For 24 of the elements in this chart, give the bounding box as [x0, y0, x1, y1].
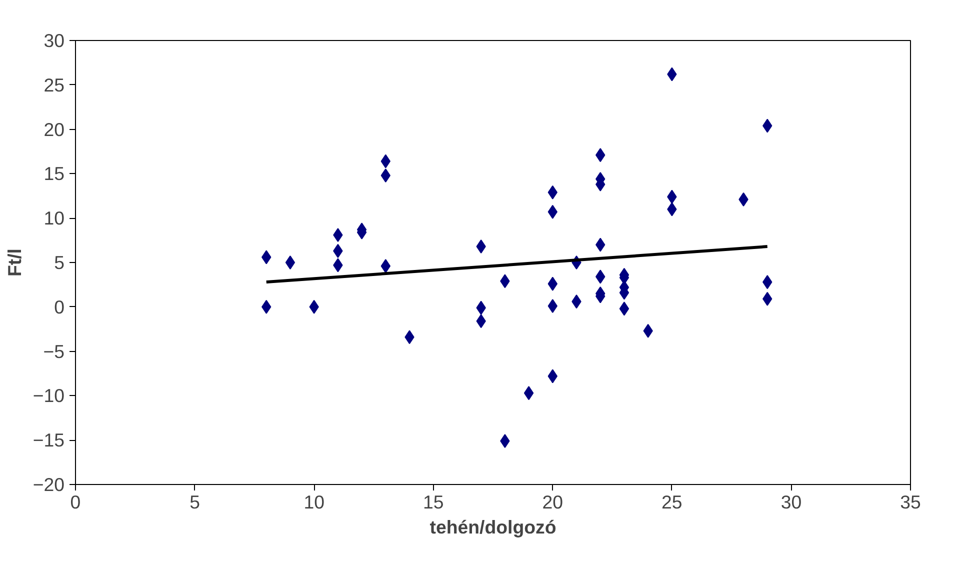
y-tick-label: −10	[32, 385, 65, 406]
x-tick-label: 0	[70, 492, 81, 512]
point	[524, 386, 534, 400]
y-tick-label: 0	[54, 296, 65, 318]
x-axis-title: tehén/dolgozó	[430, 516, 556, 538]
y-tick-label: 15	[44, 163, 65, 184]
point	[285, 256, 296, 270]
x-tick-label: 5	[190, 492, 200, 512]
y-tick-label: −20	[32, 474, 65, 495]
y-tick-label: 20	[44, 118, 65, 140]
point	[619, 302, 630, 316]
x-tick-label: 20	[542, 492, 564, 512]
y-tick-label: 10	[44, 208, 65, 229]
y-tick-label: −15	[32, 430, 65, 451]
x-tick-label: 35	[900, 492, 921, 512]
y-tick-label: 25	[44, 74, 65, 96]
y-axis-title: Ft/l	[4, 248, 25, 276]
y-tick-label: 5	[54, 252, 65, 273]
y-tick-label: 30	[44, 30, 65, 51]
y-tick-label: −5	[43, 340, 65, 362]
x-tick-label: 25	[662, 492, 682, 512]
x-tick-label: 10	[304, 492, 324, 512]
x-tick-label: 15	[422, 492, 444, 512]
x-tick-label: 30	[780, 492, 802, 512]
